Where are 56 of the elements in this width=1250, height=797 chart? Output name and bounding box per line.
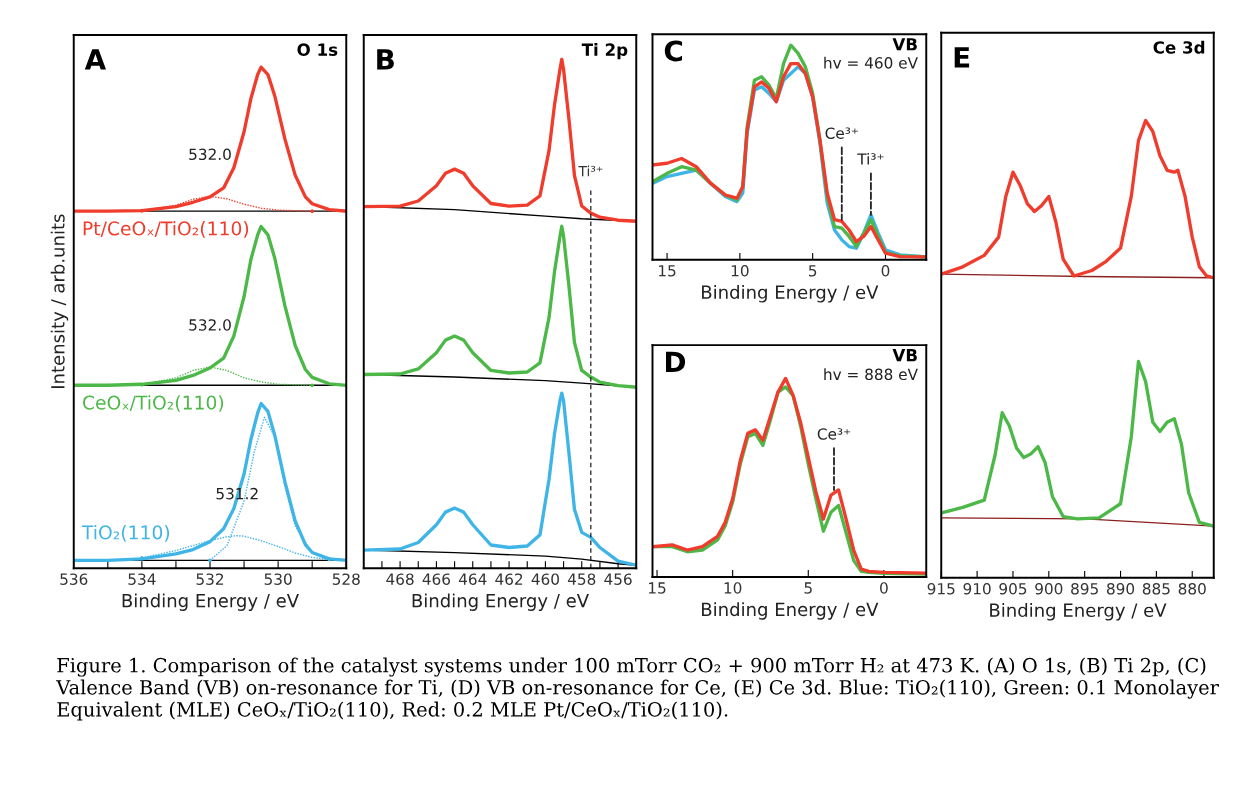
x-tick-label: 895 [1071, 582, 1098, 595]
series-label: Pt/CeOₓ/TiO₂(110) [83, 221, 249, 238]
x-tick-label: 536 [60, 573, 88, 585]
x-tick-label: 15 [659, 265, 676, 277]
annotation: 532.0 [189, 319, 231, 331]
ref-line-label: Ti³⁺ [578, 165, 603, 177]
x-tick-label: 466 [422, 573, 451, 585]
text: Ce 3d [1153, 40, 1205, 54]
series-label: TiO₂(110) [81, 524, 170, 542]
x-tick-label: 532 [196, 573, 224, 585]
annotation: Ce³⁺ [825, 127, 858, 139]
annotation: Ce³⁺ [817, 428, 851, 440]
x-axis-title: Binding Energy / eV [122, 593, 299, 611]
x-tick-label: 0 [880, 582, 888, 594]
y-axis-title: Intensity / arb.units [50, 214, 69, 388]
annotation: 532.0 [189, 148, 231, 161]
text: E [954, 47, 970, 68]
x-tick-label: 890 [1106, 582, 1135, 595]
x-tick-label: 885 [1142, 582, 1170, 595]
annotation: C [664, 40, 683, 62]
text: D [666, 351, 686, 373]
x-tick-label: 880 [1178, 582, 1206, 595]
x-tick-label: 456 [604, 573, 632, 585]
x-tick-label: 915 [927, 582, 955, 595]
x-tick-label: 464 [458, 573, 487, 585]
annotation: B [377, 49, 394, 70]
x-tick-label: 15 [648, 582, 666, 594]
caption: Figure 1. Comparison of the catalyst systems under 100 mTorr CO₂ + 900 mTorr H₂ at 473 K. (A) O 1s, (B) Ti 2p, (C) Valence Band (VB) on-resonance for Ti, (D) VB on-resonance for Ce, (E) Ce 3d. Blue: TiO₂(110), Green: 0.1 Monolayer Equivalent (MLE) CeOₓ/TiO₂(110), Red: 0.2 MLE Pt/CeOₓ/TiO₂(110). [56, 657, 1219, 721]
x-tick-label: 528 [332, 573, 360, 585]
annotation: hv = 888 eV [824, 368, 918, 381]
x-tick-label: 0 [881, 264, 890, 277]
x-tick-label: 462 [495, 573, 523, 585]
x-tick-label: 458 [567, 573, 596, 585]
x-tick-label: 10 [731, 264, 749, 277]
annotation: hv = 460 eV [824, 56, 918, 69]
annotation: Ti³⁺ [857, 152, 884, 165]
x-tick-label: 900 [1035, 582, 1063, 595]
x-tick-label: 905 [999, 582, 1027, 595]
x-tick-label: 10 [724, 582, 742, 594]
text: VB [892, 349, 917, 362]
x-tick-label: 534 [128, 573, 156, 585]
text: O 1s [297, 43, 338, 56]
x-tick-label: 5 [808, 265, 817, 277]
x-tick-label: 5 [804, 582, 812, 594]
annotation: Ti 2p [581, 43, 628, 60]
series-label: CeOₓ/TiO₂(110) [82, 395, 224, 412]
x-axis-title: Binding Energy / eV [412, 593, 589, 611]
x-axis-title: Binding Energy / eV [702, 602, 879, 620]
x-axis-title: Binding Energy / eV [702, 285, 879, 303]
x-axis-title: Binding Energy / eV [990, 603, 1167, 621]
x-tick-label: 468 [386, 573, 414, 585]
x-tick-label: 460 [531, 573, 559, 585]
annotation: A [84, 49, 107, 70]
x-tick-label: 910 [963, 582, 991, 595]
annotation: VB [892, 38, 917, 51]
x-tick-label: 530 [264, 573, 292, 585]
